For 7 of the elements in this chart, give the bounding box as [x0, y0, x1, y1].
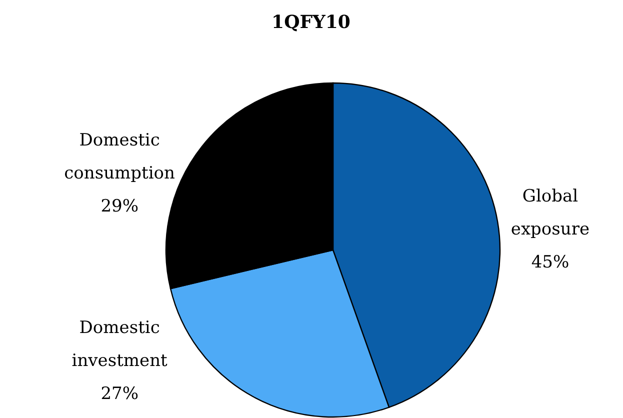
slice-label: Domestic consumption — [64, 130, 176, 184]
data-label: 45% — [531, 252, 570, 273]
slice-label: Global exposure — [510, 186, 590, 240]
data-label: 29% — [100, 196, 138, 216]
data-label: 27% — [100, 384, 138, 404]
chart-title: 1QFY10 — [272, 12, 350, 33]
slice-label: Domestic investment — [72, 318, 168, 372]
